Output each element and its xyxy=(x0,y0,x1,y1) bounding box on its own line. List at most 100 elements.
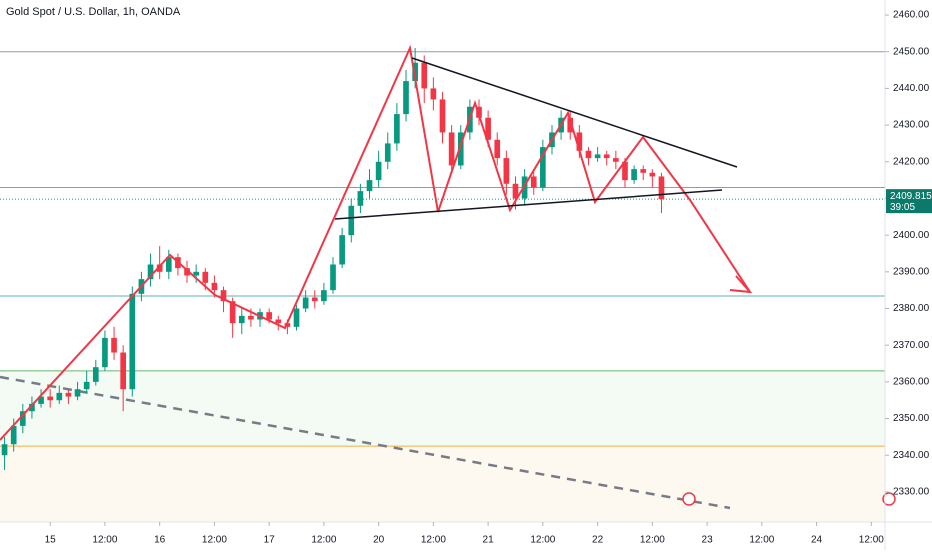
x-tick-label: 20 xyxy=(373,535,385,546)
candle-body xyxy=(384,143,391,162)
candle-body xyxy=(184,268,190,276)
trend-line-upper xyxy=(411,57,738,168)
y-tick-label: 2340.00 xyxy=(893,450,930,461)
candle-body xyxy=(147,264,154,280)
zone xyxy=(0,446,885,522)
x-tick-label: 21 xyxy=(483,535,495,546)
candle-body xyxy=(530,176,537,188)
event-icon[interactable] xyxy=(682,492,696,506)
y-tick-label: 2400.00 xyxy=(893,230,930,241)
candle-body xyxy=(366,180,373,192)
candle-body xyxy=(330,264,336,291)
candle-body xyxy=(594,154,601,159)
y-tick-label: 2370.00 xyxy=(893,340,930,351)
price-tag-label: 2409.815 xyxy=(890,191,932,202)
candle-body xyxy=(165,257,172,272)
candle-body xyxy=(29,403,35,412)
y-tick-label: 2450.00 xyxy=(893,46,930,57)
candle-body xyxy=(403,81,409,115)
candle-body xyxy=(202,271,209,283)
candle-body xyxy=(375,161,382,181)
price-tag xyxy=(886,189,932,214)
candle-body xyxy=(238,315,245,324)
candle-body xyxy=(412,62,418,82)
candle-body xyxy=(485,117,491,140)
candle-body xyxy=(302,297,309,309)
candle-body xyxy=(220,290,227,302)
candle-body xyxy=(156,264,163,272)
candle-body xyxy=(658,176,665,200)
candle-body xyxy=(19,411,26,426)
x-tick-label: 12:00 xyxy=(859,535,884,546)
candle-body xyxy=(65,392,72,397)
candle-body xyxy=(649,172,656,177)
candle-body xyxy=(211,282,218,291)
trend-dashed xyxy=(0,375,731,510)
chart-title: Gold Spot / U.S. Dollar, 1h, OANDA xyxy=(6,6,181,18)
candle-body xyxy=(348,205,355,236)
candle-body xyxy=(102,337,108,368)
candle-body xyxy=(321,290,327,302)
candle-body xyxy=(229,301,236,324)
candle-body xyxy=(567,117,574,133)
countdown-label: 39:05 xyxy=(890,202,915,213)
candle-body xyxy=(1,444,8,456)
candle-body xyxy=(92,367,99,382)
candle-body xyxy=(120,352,126,390)
candle-body xyxy=(248,315,254,320)
candle-body xyxy=(56,392,63,401)
candle-body xyxy=(640,169,647,173)
candle-body xyxy=(512,183,519,199)
candle-body xyxy=(357,191,364,206)
candle-body xyxy=(129,293,136,390)
candle-body xyxy=(457,132,464,166)
candle-body xyxy=(293,308,300,327)
candle-body xyxy=(394,114,400,144)
plot-area xyxy=(0,0,885,522)
y-tick-label: 2380.00 xyxy=(893,303,930,314)
candle-body xyxy=(603,154,610,159)
x-tick-label: 12:00 xyxy=(311,535,336,546)
candle-body xyxy=(448,132,455,166)
event-icon[interactable] xyxy=(882,492,896,506)
y-tick-label: 2420.00 xyxy=(893,156,930,167)
candle-body xyxy=(311,297,318,302)
y-tick-label: 2390.00 xyxy=(893,266,930,277)
trend-line-lower xyxy=(334,189,723,220)
candle-body xyxy=(266,312,272,320)
candle-body xyxy=(631,169,637,181)
candle-body xyxy=(622,161,628,181)
x-tick-label: 22 xyxy=(592,535,604,546)
candle-body xyxy=(613,158,619,162)
candle-body xyxy=(47,396,54,401)
candle-body xyxy=(540,147,546,188)
x-tick-label: 16 xyxy=(154,535,166,546)
x-tick-label: 17 xyxy=(264,535,276,546)
x-tick-label: 12:00 xyxy=(749,535,774,546)
x-tick-label: 12:00 xyxy=(530,535,555,546)
x-tick-label: 12:00 xyxy=(640,535,665,546)
y-tick-label: 2360.00 xyxy=(893,377,930,388)
candle-body xyxy=(38,396,44,404)
y-tick-label: 2350.00 xyxy=(893,413,930,424)
candle-body xyxy=(576,132,583,151)
y-tick-label: 2440.00 xyxy=(893,83,930,94)
candle-body xyxy=(421,62,428,89)
candle-body xyxy=(275,319,282,324)
candle-body xyxy=(585,150,592,159)
candle-body xyxy=(193,271,199,276)
candle-body xyxy=(10,425,17,445)
x-tick-label: 24 xyxy=(811,535,823,546)
candle-body xyxy=(111,337,117,353)
x-tick-label: 23 xyxy=(702,535,714,546)
y-tick-label: 2460.00 xyxy=(893,10,930,21)
arrow-head xyxy=(729,275,753,294)
candle-body xyxy=(430,88,437,100)
candle-body xyxy=(74,389,81,397)
candle-body xyxy=(83,381,90,390)
x-tick-label: 12:00 xyxy=(421,535,446,546)
zone xyxy=(0,370,885,447)
y-tick-label: 2330.00 xyxy=(893,487,930,498)
